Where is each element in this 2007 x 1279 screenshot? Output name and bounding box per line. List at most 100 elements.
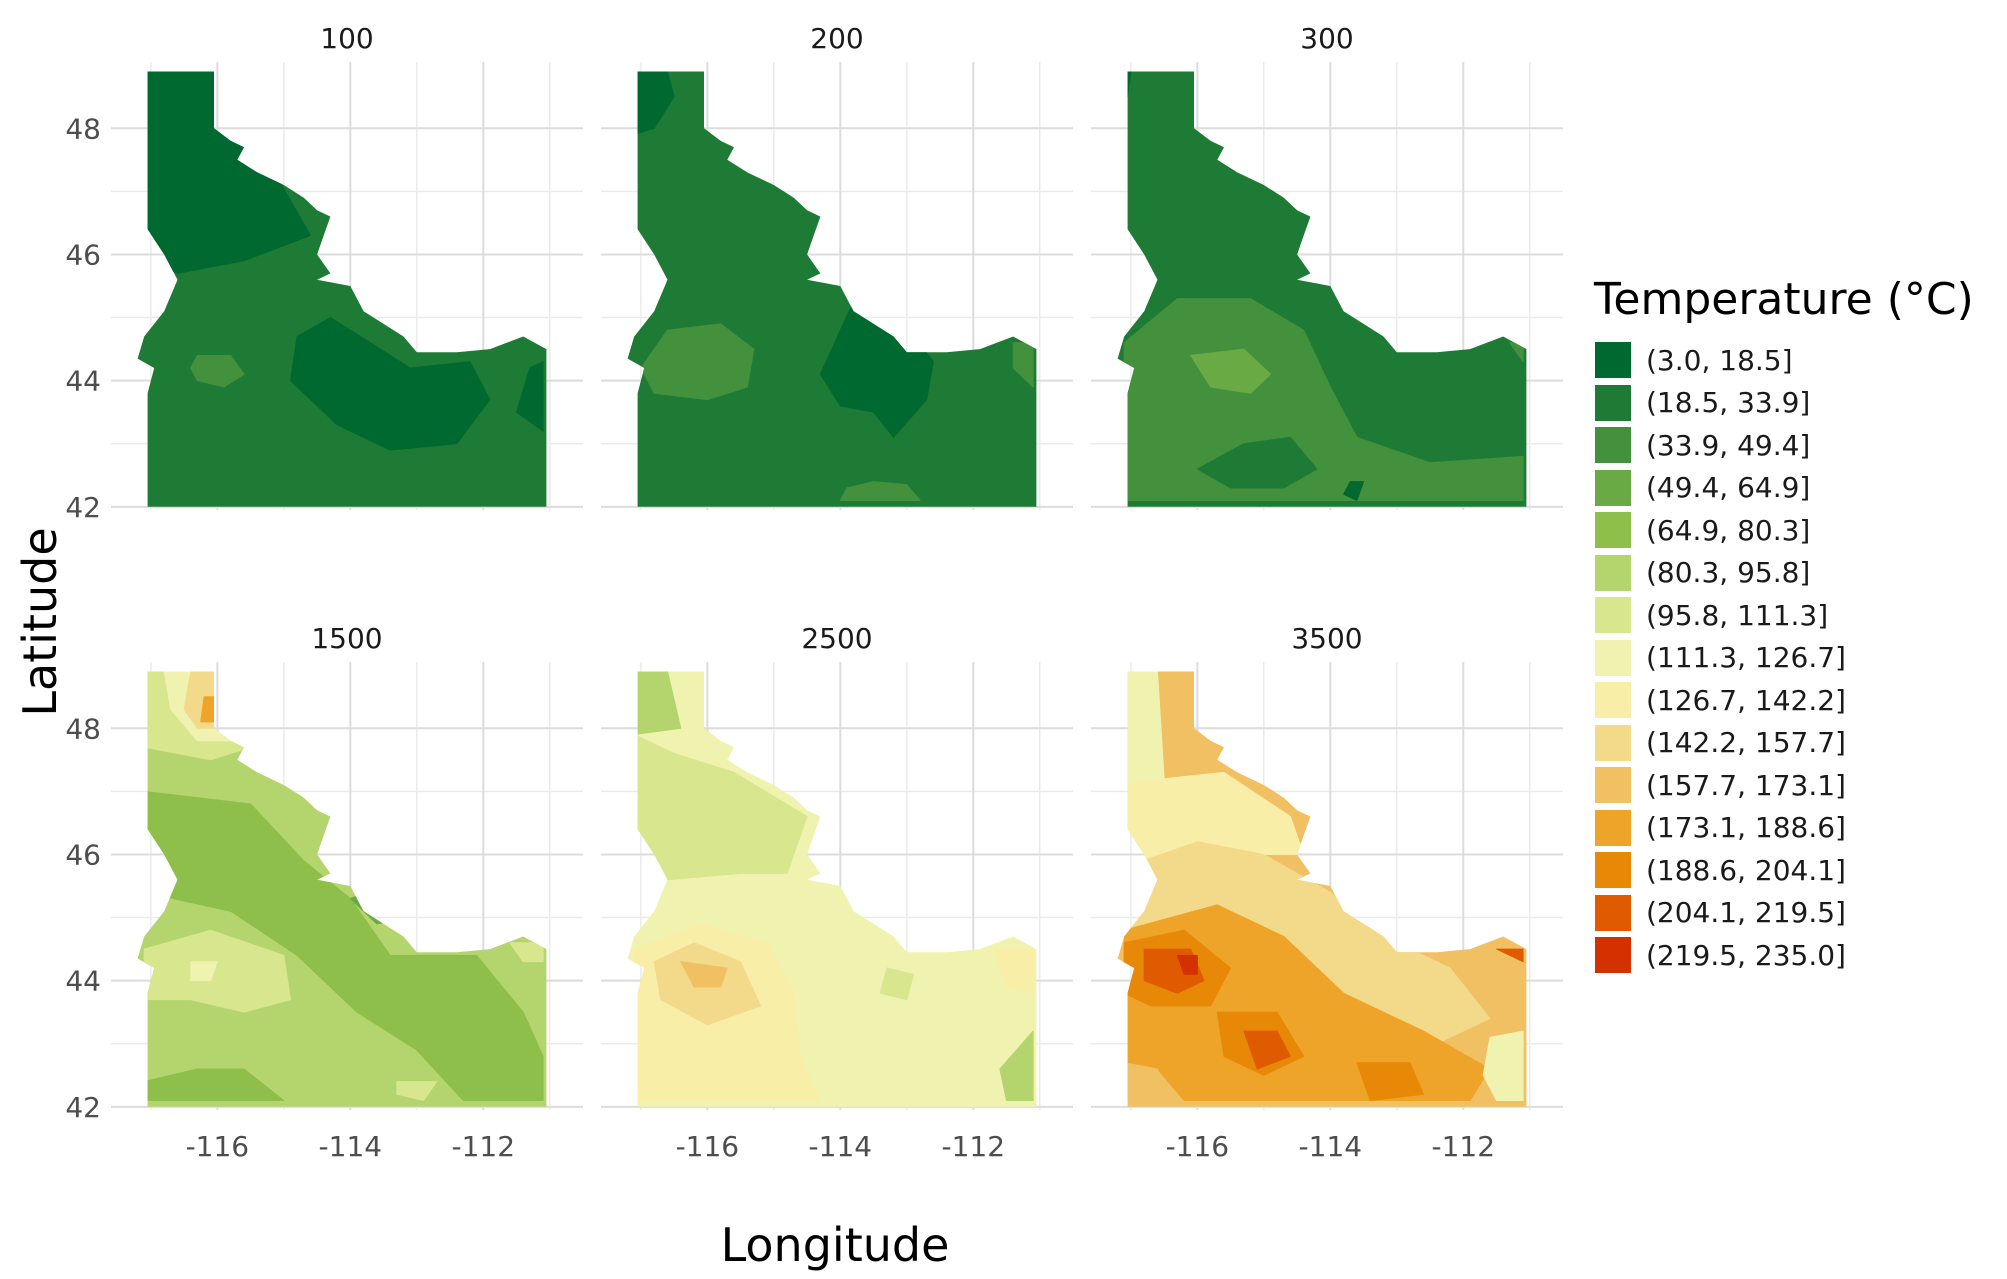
legend-item: (219.5, 235.0] bbox=[1594, 934, 1974, 977]
legend-label: (33.9, 49.4] bbox=[1646, 428, 1811, 462]
contour-band bbox=[1190, 348, 1271, 394]
contour-band bbox=[839, 481, 921, 501]
contour-band bbox=[290, 317, 491, 451]
legend-item: (204.1, 219.5] bbox=[1594, 892, 1974, 935]
contour-band bbox=[992, 948, 1034, 994]
legend-swatch bbox=[1594, 893, 1632, 932]
facet-title: 100 bbox=[320, 22, 373, 55]
contour-band bbox=[1496, 948, 1524, 963]
legend-item: (188.6, 204.1] bbox=[1594, 849, 1974, 892]
legend-swatch bbox=[1594, 766, 1632, 805]
legend-title: Temperature (°C) bbox=[1594, 274, 1974, 325]
legend-item: (95.8, 111.3] bbox=[1594, 594, 1974, 637]
contour-band bbox=[1243, 1030, 1291, 1070]
legend-item: (33.9, 49.4] bbox=[1594, 424, 1974, 467]
contour-band bbox=[143, 71, 311, 274]
legend-label: (18.5, 33.9] bbox=[1646, 386, 1811, 420]
contour-band bbox=[640, 323, 755, 401]
x-tick-label: -114 bbox=[1299, 1130, 1363, 1163]
legend-label: (204.1, 219.5] bbox=[1646, 896, 1846, 930]
facet-title: 3500 bbox=[1291, 622, 1362, 655]
y-tick-label: 44 bbox=[65, 965, 101, 998]
facet-panel: 300 bbox=[1091, 22, 1563, 510]
legend-label: (49.4, 64.9] bbox=[1646, 471, 1811, 505]
x-axis-title: Longitude bbox=[720, 1218, 950, 1272]
legend-swatch bbox=[1594, 341, 1632, 380]
contour-band bbox=[999, 1030, 1034, 1101]
legend-item: (64.9, 80.3] bbox=[1594, 509, 1974, 552]
legend-item: (3.0, 18.5] bbox=[1594, 339, 1974, 382]
contour-band bbox=[680, 961, 728, 988]
legend-label: (126.7, 142.2] bbox=[1646, 683, 1846, 717]
y-tick-label: 42 bbox=[65, 491, 101, 524]
contour-bands bbox=[633, 71, 1034, 501]
legend-label: (80.3, 95.8] bbox=[1646, 556, 1811, 590]
facet-panel: 1500 42 44 46 48 -116 -114 -112 bbox=[65, 622, 583, 1163]
y-tick-label: 48 bbox=[65, 112, 101, 145]
facet-panel: 100 42 44 46 48 bbox=[65, 22, 583, 524]
contour-band bbox=[1123, 298, 1524, 501]
x-tick-label: -112 bbox=[452, 1130, 516, 1163]
legend-item: (142.2, 157.7] bbox=[1594, 722, 1974, 765]
facet-panel: 2500 -116 -114 -112 bbox=[601, 622, 1073, 1163]
legend-item: (157.7, 173.1] bbox=[1594, 764, 1974, 807]
legend-swatch bbox=[1594, 426, 1632, 465]
facet-title: 200 bbox=[810, 22, 863, 55]
y-tick-label: 46 bbox=[65, 238, 101, 271]
contour-band bbox=[1356, 1062, 1424, 1101]
legend-swatch bbox=[1594, 851, 1632, 890]
facet-title: 2500 bbox=[801, 622, 872, 655]
contour-bands bbox=[633, 671, 1034, 1101]
y-tick-label: 48 bbox=[65, 712, 101, 745]
x-tick-label: -112 bbox=[1432, 1130, 1496, 1163]
state-base-fill bbox=[627, 71, 1037, 507]
contour-band bbox=[190, 961, 218, 982]
legend-item: (49.4, 64.9] bbox=[1594, 467, 1974, 510]
x-tick-label: -116 bbox=[676, 1130, 740, 1163]
contour-band bbox=[1123, 671, 1165, 786]
legend-item: (173.1, 188.6] bbox=[1594, 807, 1974, 850]
legend-swatch bbox=[1594, 808, 1632, 847]
legend-item: (126.7, 142.2] bbox=[1594, 679, 1974, 722]
contour-bands bbox=[143, 671, 544, 1101]
legend-label: (64.9, 80.3] bbox=[1646, 513, 1811, 547]
x-tick-label: -116 bbox=[186, 1130, 250, 1163]
legend-item: (18.5, 33.9] bbox=[1594, 382, 1974, 425]
contour-band bbox=[396, 1081, 438, 1101]
legend: Temperature (°C) (3.0, 18.5] (18.5, 33.9]… bbox=[1594, 274, 1974, 977]
y-tick-label: 44 bbox=[65, 365, 101, 398]
legend-label: (188.6, 204.1] bbox=[1646, 853, 1846, 887]
x-tick-label: -112 bbox=[942, 1130, 1006, 1163]
legend-swatch bbox=[1594, 596, 1632, 635]
legend-label: (142.2, 157.7] bbox=[1646, 726, 1846, 760]
contour-band bbox=[1196, 436, 1318, 489]
legend-label: (173.1, 188.6] bbox=[1646, 811, 1846, 845]
legend-swatch bbox=[1594, 553, 1632, 592]
y-tick-label: 46 bbox=[65, 838, 101, 871]
legend-label: (157.7, 173.1] bbox=[1646, 768, 1846, 802]
facet-panel: 3500 -116 -114 -112 bbox=[1091, 622, 1563, 1163]
legend-swatch bbox=[1594, 638, 1632, 677]
legend-swatch bbox=[1594, 383, 1632, 422]
contour-band bbox=[1343, 481, 1365, 501]
contour-bands bbox=[143, 71, 544, 451]
legend-swatch bbox=[1594, 468, 1632, 507]
legend-label: (111.3, 126.7] bbox=[1646, 641, 1846, 675]
legend-item: (80.3, 95.8] bbox=[1594, 552, 1974, 595]
contour-band bbox=[509, 942, 544, 963]
legend-swatch bbox=[1594, 936, 1632, 975]
legend-swatch bbox=[1594, 511, 1632, 550]
contour-bands bbox=[1123, 71, 1524, 501]
x-tick-label: -114 bbox=[319, 1130, 383, 1163]
legend-label: (3.0, 18.5] bbox=[1646, 343, 1793, 377]
contour-band bbox=[1176, 954, 1198, 975]
legend-swatch bbox=[1594, 681, 1632, 720]
facet-title: 1500 bbox=[311, 622, 382, 655]
contour-band bbox=[516, 361, 544, 432]
legend-items: (3.0, 18.5] (18.5, 33.9] (33.9, 49.4] (49.4… bbox=[1594, 339, 1974, 977]
contour-band bbox=[190, 354, 245, 388]
legend-swatch bbox=[1594, 723, 1632, 762]
legend-item: (111.3, 126.7] bbox=[1594, 637, 1974, 680]
